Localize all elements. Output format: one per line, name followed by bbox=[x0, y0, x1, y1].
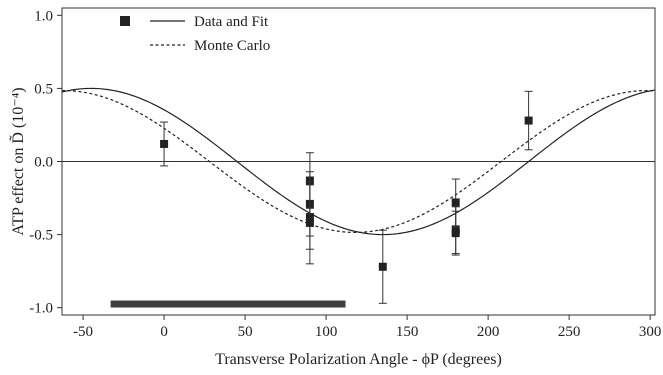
monte-carlo-curve bbox=[61, 89, 656, 234]
data-point bbox=[305, 218, 314, 227]
x-tick-label: 250 bbox=[558, 324, 581, 340]
x-tick-label: 200 bbox=[477, 324, 500, 340]
range-bar bbox=[110, 300, 346, 308]
legend: Data and Fit Monte Carlo bbox=[120, 14, 270, 54]
data-point bbox=[451, 198, 460, 207]
x-tick-label: 300 bbox=[639, 324, 662, 340]
y-tick-label: 0.5 bbox=[34, 81, 53, 97]
x-tick-label: -50 bbox=[73, 324, 93, 340]
x-axis-label: Transverse Polarization Angle - ϕP (degr… bbox=[215, 351, 502, 368]
fit-curve bbox=[61, 87, 656, 236]
data-point bbox=[378, 262, 387, 271]
y-axis-label: ATP effect on D̃ (10⁻⁴) bbox=[9, 87, 27, 235]
axes: -50 0 50 100 150 200 250 300 1.0 0.5 0.0 -0.5 -1.0 bbox=[29, 7, 662, 340]
x-tick-label: 50 bbox=[238, 324, 253, 340]
y-tick-label: 0.0 bbox=[34, 155, 53, 171]
legend-label: Monte Carlo bbox=[194, 38, 270, 54]
data-point bbox=[160, 139, 169, 148]
y-tick-label: 1.0 bbox=[34, 8, 53, 24]
y-tick-label: -1.0 bbox=[29, 301, 53, 317]
y-tick-label: -0.5 bbox=[29, 228, 53, 244]
legend-marker bbox=[120, 16, 130, 26]
data-point bbox=[524, 116, 533, 125]
x-tick-label: 0 bbox=[160, 324, 168, 340]
legend-label: Data and Fit bbox=[194, 14, 269, 30]
x-tick-label: 150 bbox=[396, 324, 419, 340]
x-tick-label: 100 bbox=[315, 324, 338, 340]
plot-area bbox=[61, 87, 656, 308]
data-point bbox=[451, 229, 460, 238]
